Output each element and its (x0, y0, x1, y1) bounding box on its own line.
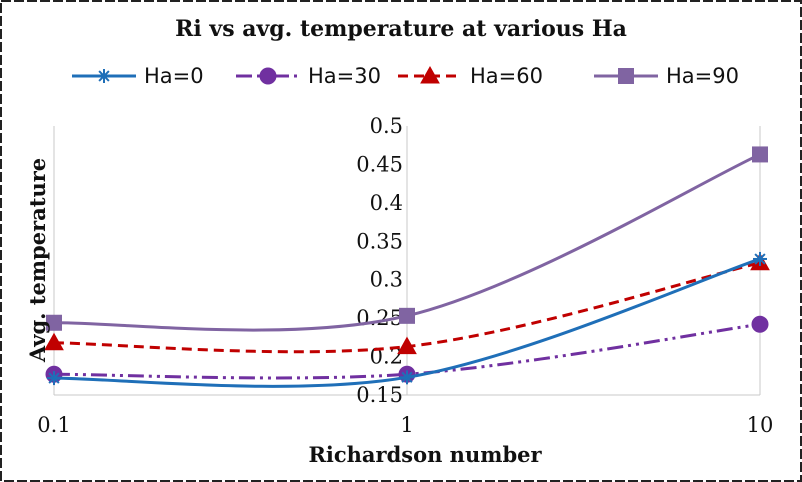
data-point-1-2 (751, 315, 769, 333)
legend-entry-3: Ha=90 (594, 64, 739, 88)
legend-swatch-marker-3 (618, 68, 634, 84)
y-tick-label-4: 0.3 (370, 268, 403, 292)
x-tick-label-1: 1 (400, 413, 413, 437)
legend-label-1: Ha=30 (308, 64, 381, 88)
legend-label-0: Ha=0 (144, 64, 204, 88)
x-tick-labels: 0.1 1 10 (37, 413, 773, 437)
series-ha-90 (46, 146, 768, 332)
x-tick-label-2: 10 (747, 413, 774, 437)
y-tick-label-1: 0.45 (356, 152, 403, 176)
legend-label-3: Ha=90 (666, 64, 739, 88)
legend-label-2: Ha=60 (470, 64, 543, 88)
series-group (44, 146, 770, 388)
data-point-0-1 (400, 370, 414, 385)
x-axis-title: Richardson number (308, 442, 542, 467)
data-point-0-0 (47, 371, 61, 386)
legend-entry-0: Ha=0 (72, 64, 204, 88)
series-line-1 (53, 322, 761, 380)
chart-title: Ri vs avg. temperature at various Ha (175, 16, 627, 42)
legend-entry-2: Ha=60 (398, 64, 543, 88)
legend-swatch-marker-2 (420, 65, 440, 84)
legend: Ha=0 Ha=30 Ha=60 Ha=90 (72, 64, 739, 88)
legend-entry-1: Ha=30 (236, 64, 381, 88)
x-tick-label-0: 0.1 (37, 413, 70, 437)
y-axis-title: Avg. temperature (25, 158, 50, 363)
y-tick-label-3: 0.35 (356, 229, 403, 253)
series-ha-0 (47, 251, 767, 388)
y-tick-label-7: 0.15 (356, 383, 403, 407)
data-point-2-1 (397, 336, 417, 355)
data-point-0-2 (753, 251, 767, 266)
legend-swatch-marker-1 (259, 67, 277, 85)
data-point-3-2 (752, 146, 768, 163)
data-point-3-1 (399, 307, 415, 324)
y-tick-label-0: 0.5 (370, 114, 403, 138)
y-tick-labels: 0.50.450.40.350.30.250.20.15 (356, 114, 403, 407)
data-point-3-0 (46, 314, 62, 331)
legend-swatch-marker-0 (97, 69, 111, 83)
data-point-2-0 (44, 332, 64, 351)
y-tick-label-2: 0.4 (370, 191, 403, 215)
